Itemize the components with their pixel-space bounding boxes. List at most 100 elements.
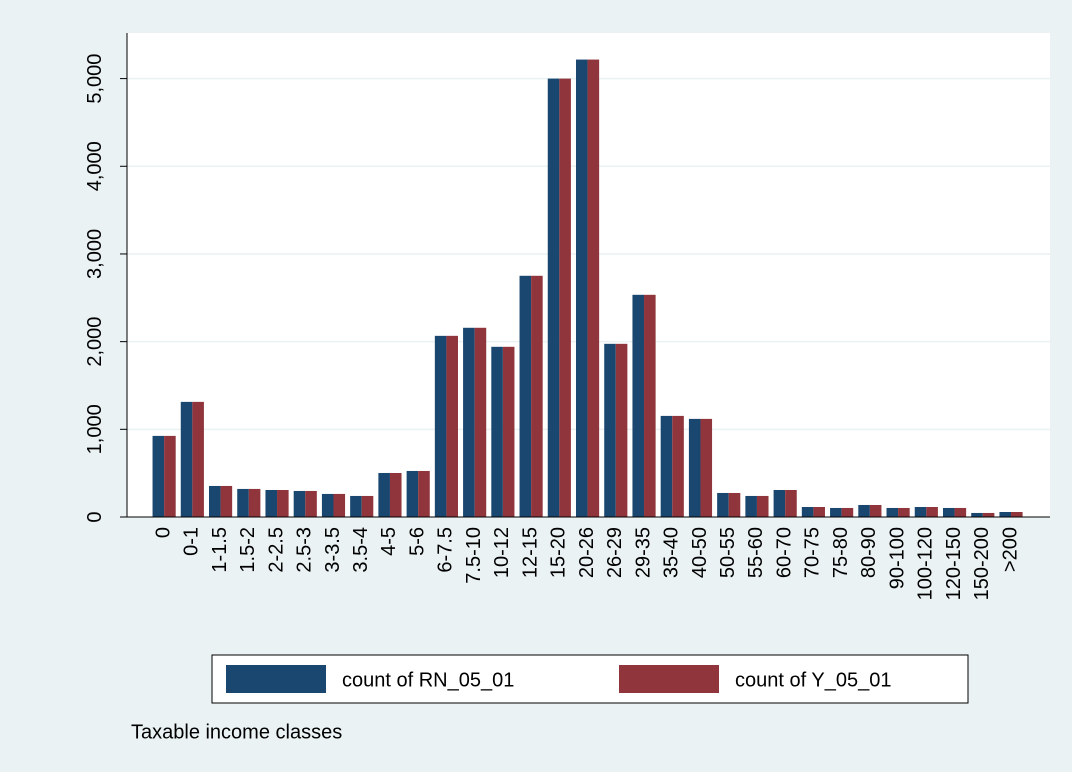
x-tick-label: 80-90 [858,527,880,578]
bar [773,489,786,517]
y-tick-label: 2,000 [84,317,106,367]
bar [321,493,334,517]
x-tick-label: 75-80 [830,527,852,578]
y-tick-label: 4,000 [84,141,106,191]
bar [389,472,402,517]
bar [1011,512,1023,517]
x-tick-label: 2.5-3 [294,527,316,573]
bar [265,489,278,517]
x-tick-label: 1-1.5 [209,527,231,573]
x-tick-label: 15-20 [548,527,570,578]
bar [688,418,701,517]
bar [717,492,729,517]
x-tick-label: 10-12 [491,527,513,578]
bar [491,346,503,517]
bar [756,495,769,517]
x-tick-label: 100-120 [915,527,937,600]
x-tick-label: 40-50 [689,527,711,578]
bar [192,401,204,517]
bar [745,495,757,517]
y-tick-label: 3,000 [84,229,106,279]
bar [632,294,645,517]
x-axis-title: Taxable income classes [131,721,342,743]
x-tick-label: 50-55 [717,527,739,578]
bar [333,493,346,517]
x-tick-label: 60-70 [773,527,795,578]
bar [841,507,854,517]
legend: count of RN_05_01 count of Y_05_01 [211,654,969,704]
bar [559,78,571,517]
legend-label: count of Y_05_01 [735,669,891,691]
bar [463,327,475,517]
bar [305,490,317,517]
bar [180,401,193,517]
x-tick-label: 6-7.5 [435,527,457,573]
x-tick-label: 29-35 [632,527,654,578]
bar [830,507,842,517]
x-tick-label: 70-75 [802,527,824,578]
bar [700,418,713,517]
bar [502,346,515,517]
y-tick-label: 0 [84,511,106,522]
legend-swatch [226,665,326,693]
x-tick-label: 5-6 [406,527,428,556]
bar [531,275,543,517]
bar [446,335,458,517]
bar [728,492,741,517]
bars [152,59,1023,518]
x-tick-label: 150-200 [971,527,993,600]
x-tick-label: 0-1 [181,527,203,556]
x-tick-label: 90-100 [886,527,908,589]
bar [519,275,532,517]
bar [164,435,176,517]
x-tick-label: 0 [152,527,174,538]
bar [237,488,249,517]
x-tick-label: >200 [999,527,1021,572]
x-tick-label: 35-40 [661,527,683,578]
bar [418,470,430,517]
bar [785,489,797,517]
bar [350,495,362,517]
x-tick-label: 120-150 [943,527,965,600]
y-tick-label: 1,000 [84,404,106,454]
bar [982,512,995,517]
x-tick-label: 7.5-10 [463,527,485,584]
bar [604,343,616,517]
bar [152,435,165,517]
bar [971,512,983,517]
bar [209,485,221,517]
bar [644,294,656,517]
bar [220,485,233,517]
bar [293,490,306,517]
x-tick-label: 3.5-4 [350,527,372,573]
bar [406,470,419,517]
bar [813,507,825,517]
bar [378,472,390,517]
legend-swatch [619,665,719,693]
bar [926,507,938,517]
bar [886,507,899,517]
bar [914,507,927,517]
x-tick-label: 55-60 [745,527,767,578]
bar [474,327,487,517]
bar [248,488,261,517]
bar [361,495,374,517]
bar [898,507,910,517]
bar [660,415,673,517]
bar [858,504,870,517]
bar [942,507,955,517]
bar [999,512,1012,517]
bar [954,507,967,517]
bar [434,335,447,517]
bar [575,59,588,518]
bar [277,489,289,517]
bar [547,78,560,517]
bar [869,504,882,517]
x-tick-label: 4-5 [378,527,400,556]
y-tick-label: 5,000 [84,54,106,104]
legend-box [211,654,969,704]
x-tick-label: 2-2.5 [265,527,287,573]
x-tick-label: 3-3.5 [322,527,344,573]
x-tick-label: 1.5-2 [237,527,259,573]
